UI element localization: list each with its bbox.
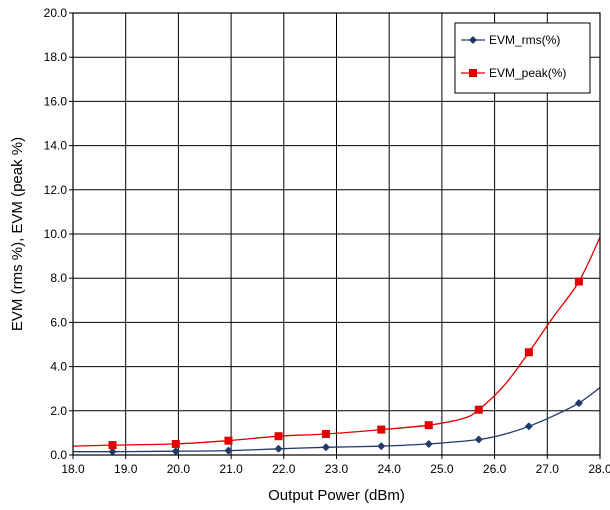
x-axis-ticks: 18.0 19.0 20.0 21.0 22.0 23.0 24.0 25.0 26.0 27.0… [61,455,610,476]
y-tick-label: 10.0 [44,227,68,241]
x-tick-label: 19.0 [114,462,138,476]
data-point-evm-peak [574,277,583,286]
series-line-evm-rms [72,387,601,453]
x-tick-label: 23.0 [325,462,349,476]
y-tick-label: 20.0 [44,6,68,20]
data-point-evm-rms [274,444,283,453]
data-point-evm-rms [171,447,180,456]
data-point-evm-rms [524,422,533,431]
legend-label: EVM_peak(%) [489,66,566,80]
data-point-evm-peak [171,439,180,448]
y-axis-title: EVM (rms %), EVM (peak %) [9,137,26,331]
y-tick-label: 8.0 [50,271,67,285]
data-point-evm-peak [274,432,283,441]
data-point-evm-peak [224,436,233,445]
x-tick-label: 28.0 [588,462,610,476]
y-tick-label: 16.0 [44,94,68,108]
legend: EVM_rms(%) EVM_peak(%) [454,22,591,94]
x-tick-label: 27.0 [536,462,560,476]
data-point-evm-peak [424,421,433,430]
legend-label: EVM_rms(%) [489,33,560,47]
data-point-evm-rms [321,443,330,452]
x-tick-label: 25.0 [430,462,454,476]
data-point-evm-rms [377,442,386,451]
legend-marker [469,36,477,44]
data-point-evm-peak [474,405,483,414]
y-axis-ticks: 0.0 2.0 4.0 6.0 8.0 10.0 12.0 14.0 16.0 18.0 20.0 [44,6,73,462]
data-point-evm-peak [321,430,330,439]
y-tick-label: 6.0 [50,315,67,329]
data-point-evm-peak [108,441,117,450]
x-tick-label: 26.0 [483,462,507,476]
data-point-evm-peak [377,425,386,434]
data-point-evm-rms [108,447,117,456]
data-point-evm-rms [574,399,583,408]
y-tick-label: 4.0 [50,360,67,374]
data-point-evm-rms [224,446,233,455]
y-tick-label: 14.0 [44,139,68,153]
x-tick-label: 22.0 [272,462,296,476]
y-tick-label: 0.0 [50,448,67,462]
y-tick-label: 18.0 [44,50,68,64]
x-tick-label: 18.0 [61,462,85,476]
series-markers [108,277,583,456]
x-axis-title: Output Power (dBm) [268,487,405,504]
data-point-evm-rms [424,439,433,448]
x-tick-label: 20.0 [167,462,191,476]
y-tick-label: 2.0 [50,404,67,418]
data-point-evm-rms [474,435,483,444]
legend-marker [469,69,477,77]
data-point-evm-peak [524,348,533,357]
legend-box [454,22,591,94]
x-tick-label: 24.0 [378,462,402,476]
x-tick-label: 21.0 [219,462,243,476]
y-tick-label: 12.0 [44,183,68,197]
